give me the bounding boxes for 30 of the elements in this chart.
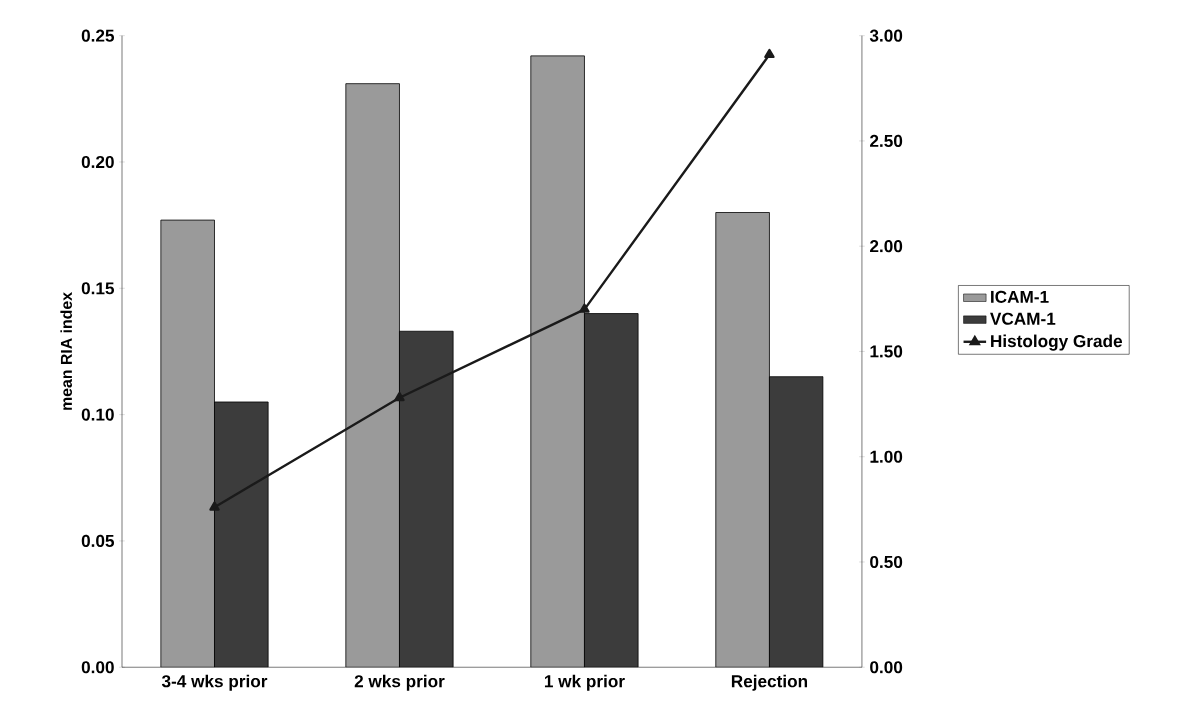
y2-tick-label: 1.00: [870, 450, 903, 463]
y-tick-label: 0.00: [81, 661, 114, 674]
x-tick-label: Rejection: [731, 674, 808, 691]
y2-tick-label: 2.00: [870, 240, 903, 253]
x-tick-label: 2 wks prior: [354, 674, 445, 691]
bar: [530, 55, 585, 668]
y-tick-label: 0.25: [81, 29, 115, 42]
y-tick-label: 0.15: [81, 282, 115, 295]
legend-label: Histology Grade: [991, 334, 1123, 351]
y2-tick-label: 3.00: [869, 29, 903, 42]
x-tick-label: 3-4 wks prior: [161, 674, 268, 691]
bar: [160, 219, 215, 668]
y2-tick-label: 2.50: [870, 134, 903, 147]
bar: [715, 212, 770, 668]
bar: [345, 83, 400, 668]
y2-tick-label: 1.50: [870, 345, 903, 358]
x-tick-label: 1 wk prior: [544, 674, 625, 691]
y2-tick-label: 0.00: [870, 661, 903, 674]
legend-label: VCAM-1: [990, 312, 1056, 325]
y-axis-title: mean RIA index: [60, 292, 72, 410]
y-tick-label: 0.05: [81, 534, 115, 547]
point: [579, 303, 590, 313]
y-tick-label: 0.20: [81, 155, 114, 169]
legend-label: ICAM-1: [991, 290, 1049, 303]
y2-tick-label: 0.50: [870, 555, 903, 569]
point: [764, 48, 775, 59]
bar: [584, 313, 639, 668]
y-tick-label: 0.10: [81, 408, 114, 421]
point: [394, 391, 405, 402]
point: [209, 501, 220, 511]
